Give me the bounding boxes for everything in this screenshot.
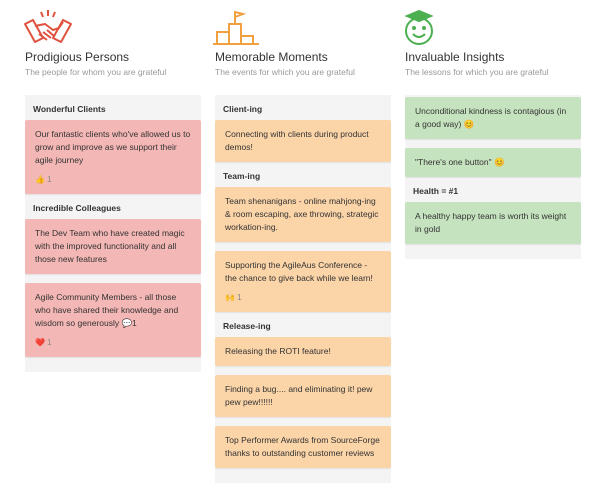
column-title: Invaluable Insights [405,50,505,64]
graduate-icon [404,10,434,45]
card-text: Unconditional kindness is contagious (in… [415,106,567,129]
reaction: 👍 1 [35,175,52,184]
card: Finding a bug.... and eliminating it! pe… [215,375,391,417]
card-text: The Dev Team who have created magic with… [35,228,185,264]
column-panel: Wonderful Clients Our fantastic clients w… [25,95,201,372]
reaction: ❤️ 1 [35,338,52,347]
card: A healthy happy team is worth its weight… [405,202,581,244]
card: Supporting the AgileAus Conference - the… [215,251,391,312]
column-title: Memorable Moments [215,50,328,64]
card: Our fantastic clients who've allowed us … [25,120,201,194]
card-text: Connecting with clients during product d… [225,129,369,152]
card-text: Releasing the ROTI feature! [225,346,331,356]
card-text: A healthy happy team is worth its weight… [415,211,567,234]
column-subtitle: The people for whom you are grateful [25,67,167,77]
reaction: 🙌 1 [225,293,242,302]
group-title: Incredible Colleagues [33,203,121,213]
group-title: Team-ing [223,171,261,181]
card: The Dev Team who have created magic with… [25,219,201,274]
column-subtitle: The lessons for which you are grateful [405,67,549,77]
card-text: Our fantastic clients who've allowed us … [35,129,191,165]
card: "There's one button" 😊 [405,148,581,177]
card-text: Top Performer Awards from SourceForge th… [225,435,380,458]
card-text: Agile Community Members - all those who … [35,292,179,328]
card-text: Finding a bug.... and eliminating it! pe… [225,384,373,407]
column-title: Prodigious Persons [25,50,130,64]
column-panel: Unconditional kindness is contagious (in… [405,95,581,259]
group-title: Wonderful Clients [33,104,106,114]
handshake-icon [24,10,72,43]
card-text: "There's one button" 😊 [415,157,505,167]
group-title: Release-ing [223,321,271,331]
group-title: Health = #1 [413,186,459,196]
card: Agile Community Members - all those who … [25,283,201,357]
card: Connecting with clients during product d… [215,120,391,162]
podium-icon [213,10,259,45]
group-title: Client-ing [223,104,263,114]
card: Team shenanigans - online mahjong-ing & … [215,187,391,242]
card: Releasing the ROTI feature! [215,337,391,366]
column-subtitle: The events for which you are grateful [215,67,355,77]
card: Unconditional kindness is contagious (in… [405,97,581,139]
card: Top Performer Awards from SourceForge th… [215,426,391,468]
column-panel: Client-ing Connecting with clients during… [215,95,391,483]
card-text: Supporting the AgileAus Conference - the… [225,260,373,283]
card-text: Team shenanigans - online mahjong-ing & … [225,196,379,232]
